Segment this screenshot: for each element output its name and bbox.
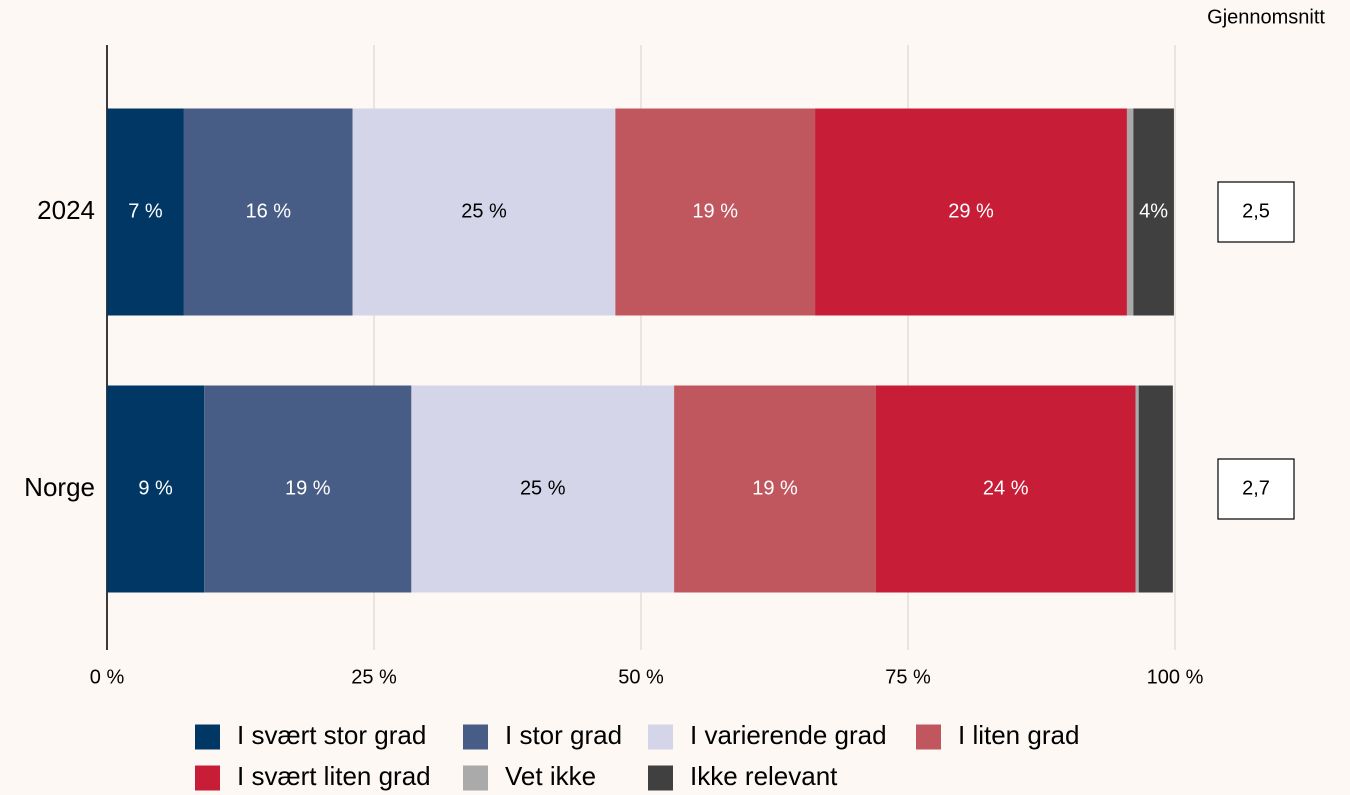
legend-label: I svært stor grad <box>237 720 426 750</box>
legend-label: I svært liten grad <box>237 761 431 791</box>
data-label: 25 % <box>461 200 507 222</box>
bar-segment <box>183 108 353 316</box>
bar-segment <box>107 385 205 593</box>
average-box <box>1217 458 1295 520</box>
data-label: 16 % <box>245 200 291 222</box>
legend-swatch <box>648 724 673 750</box>
data-label: 25 % <box>520 477 566 499</box>
legend-label: I stor grad <box>505 720 622 750</box>
data-label: 4% <box>1139 200 1168 222</box>
data-label: 7 % <box>128 200 163 222</box>
legend-swatch <box>195 765 220 791</box>
legend-swatch <box>195 724 220 750</box>
data-label: 24 % <box>983 477 1029 499</box>
data-label: 19 % <box>752 477 798 499</box>
legend-swatch <box>916 724 941 750</box>
legend-label: I varierende grad <box>690 720 887 750</box>
legend-label: Vet ikke <box>505 761 596 791</box>
bar-segment <box>875 385 1136 593</box>
bar-segment <box>1135 385 1139 593</box>
data-label: 19 % <box>692 200 738 222</box>
legend-swatch <box>463 724 488 750</box>
bar-segment <box>615 108 816 316</box>
y-tick-label: 2024 <box>37 195 95 225</box>
data-label: 19 % <box>285 477 331 499</box>
average-label: 2,7 <box>1242 477 1270 499</box>
average-box <box>1217 181 1295 243</box>
legend-label: Ikke relevant <box>690 761 838 791</box>
data-label: 9 % <box>138 477 173 499</box>
x-tick-label: 0 % <box>90 666 125 688</box>
bar-segment <box>107 108 184 316</box>
x-tick-label: 25 % <box>351 666 397 688</box>
y-tick-label: Norge <box>24 472 95 502</box>
average-label: 2,5 <box>1242 200 1270 222</box>
bar-segment <box>411 385 675 593</box>
bar-segment <box>204 385 412 593</box>
bar-segment <box>352 108 616 316</box>
bar-segment <box>674 385 876 593</box>
legend-swatch <box>648 765 673 791</box>
bar-segment <box>815 108 1127 316</box>
x-tick-label: 75 % <box>885 666 931 688</box>
legend-label: I liten grad <box>958 720 1079 750</box>
average-title: Gjennomsnitt <box>1207 6 1325 28</box>
bar-segment <box>1126 108 1134 316</box>
x-tick-label: 50 % <box>618 666 664 688</box>
bar-segment <box>1133 108 1174 316</box>
x-tick-label: 100 % <box>1147 666 1204 688</box>
bar-segment <box>1138 385 1173 593</box>
data-label: 29 % <box>948 200 994 222</box>
legend-swatch <box>463 765 488 791</box>
